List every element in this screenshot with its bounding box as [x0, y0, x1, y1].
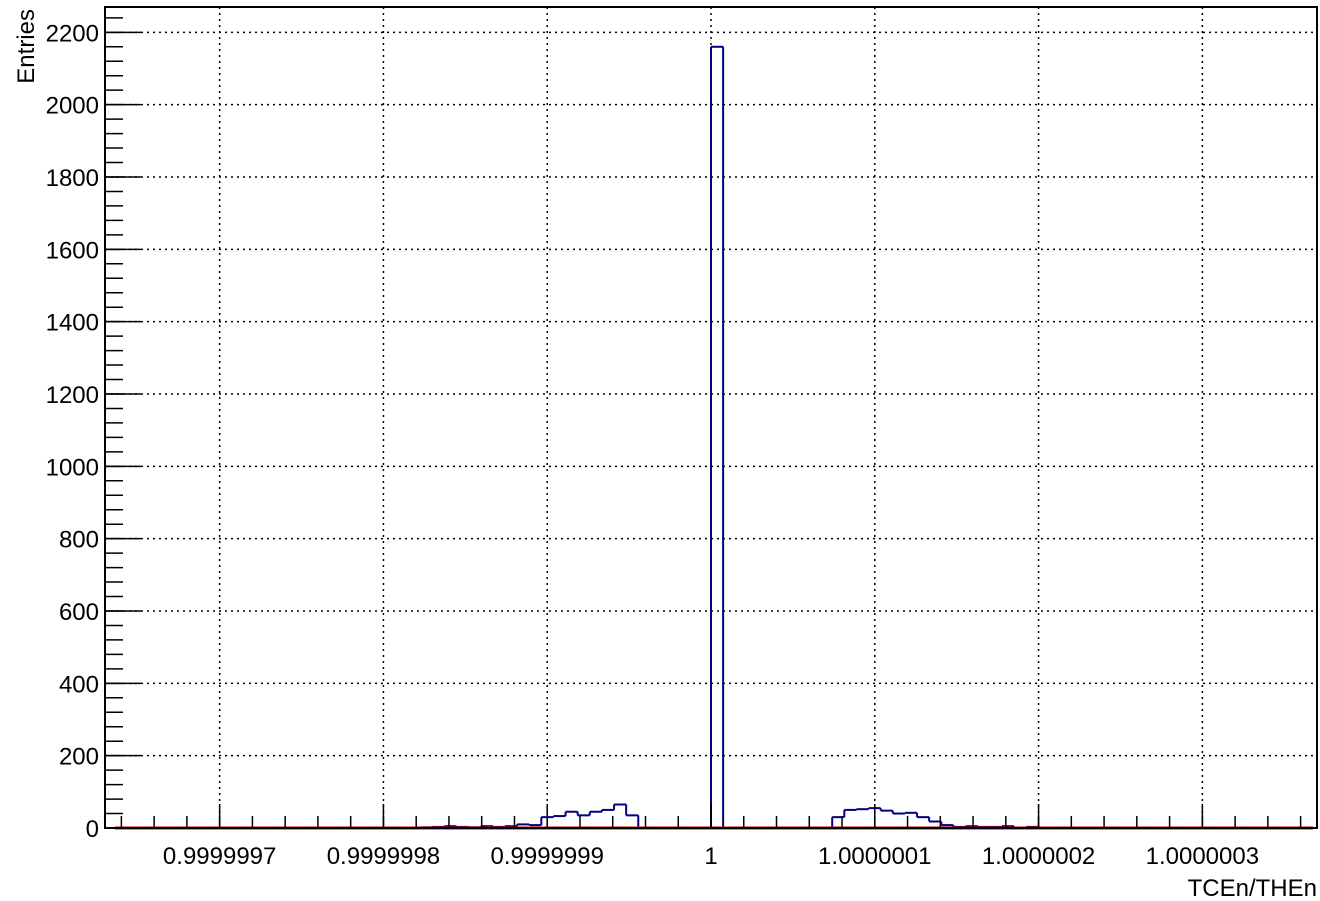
- y-tick-label: 1000: [46, 454, 99, 481]
- x-tick-label: 0.9999998: [327, 843, 440, 870]
- y-tick-label: 1200: [46, 382, 99, 409]
- y-tick-label: 800: [59, 527, 99, 554]
- y-tick-label: 1600: [46, 237, 99, 264]
- y-tick-label: 0: [86, 816, 99, 843]
- histogram-series: [105, 45, 1317, 829]
- x-tick-label: 1: [704, 843, 717, 870]
- axis-ticks: [105, 17, 1302, 829]
- y-tick-label: 200: [59, 744, 99, 771]
- y-tick-label: 600: [59, 599, 99, 626]
- x-tick-label: 0.9999999: [490, 843, 603, 870]
- y-tick-label: 2200: [46, 20, 99, 47]
- x-tick-label: 0.9999997: [163, 843, 276, 870]
- y-tick-label: 400: [59, 671, 99, 698]
- x-axis-title: TCEn/THEn: [1188, 875, 1317, 901]
- y-tick-label: 1400: [46, 310, 99, 337]
- y-tick-label: 1800: [46, 165, 99, 192]
- x-tick-label: 1.0000001: [818, 843, 931, 870]
- tick-labels: 0.9999997 0.9999998 0.9999999 1 1.0000001 1.0…: [46, 20, 1259, 870]
- y-axis-title: Entries: [13, 9, 40, 84]
- x-tick-label: 1.0000002: [982, 843, 1095, 870]
- x-tick-label: 1.0000003: [1146, 843, 1259, 870]
- y-tick-label: 2000: [46, 93, 99, 120]
